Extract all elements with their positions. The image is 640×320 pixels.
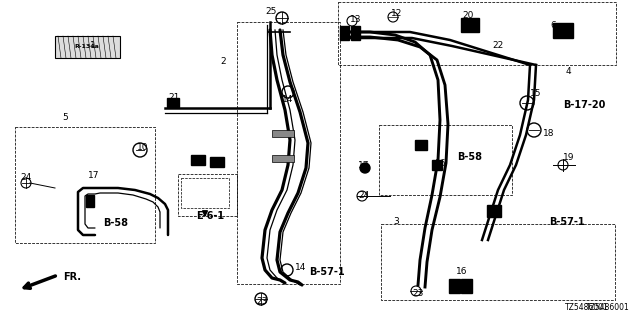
Text: 2: 2 [220,58,226,67]
Text: 11: 11 [416,140,428,149]
Text: B-58: B-58 [103,218,128,228]
Text: B-58: B-58 [457,152,482,162]
Text: 12: 12 [391,10,403,19]
Text: FR.: FR. [63,272,81,282]
Text: 3: 3 [393,217,399,226]
Text: 24: 24 [20,172,31,181]
Text: 16: 16 [435,158,447,167]
Text: B-57-1: B-57-1 [549,217,584,227]
Text: 17: 17 [88,171,99,180]
Bar [461,279,472,293]
Bar [86,195,94,207]
Text: B-17-20: B-17-20 [563,100,605,110]
Bar [272,130,294,137]
Bar [340,26,349,40]
Text: R-134a: R-134a [75,44,99,50]
Text: 1: 1 [90,41,96,50]
Text: 7: 7 [213,157,219,166]
Bar [210,157,224,167]
Text: 14: 14 [282,94,293,103]
Text: 23: 23 [256,297,268,306]
Bar [191,155,205,165]
Text: 25: 25 [265,7,276,17]
Bar [237,22,340,284]
Bar [338,2,616,65]
Text: 22: 22 [492,42,503,51]
Text: 6: 6 [550,21,556,30]
Text: 20: 20 [462,11,474,20]
Text: 4: 4 [566,68,572,76]
Text: 23: 23 [412,289,424,298]
Text: 10: 10 [137,143,148,153]
Text: 16: 16 [456,267,467,276]
Bar [449,279,460,293]
Text: 15: 15 [530,90,541,99]
Text: 9: 9 [487,204,493,213]
Text: TZ5486001: TZ5486001 [565,303,609,313]
Bar [553,23,573,38]
Bar [178,174,237,216]
Bar [487,205,501,217]
Text: B-57-1: B-57-1 [309,267,344,277]
Text: 14: 14 [295,262,307,271]
Text: 21: 21 [168,92,179,101]
Bar [432,160,442,170]
Bar [381,224,615,300]
Text: 24: 24 [358,190,369,199]
Text: 18: 18 [543,130,554,139]
Bar [351,26,360,40]
Text: E-6-1: E-6-1 [196,211,224,221]
Text: 13: 13 [350,14,362,23]
Bar [181,178,229,208]
Bar [167,98,179,107]
Text: TZ5486001: TZ5486001 [586,303,630,312]
Bar [415,140,427,150]
Bar [272,155,294,162]
Text: 8: 8 [195,157,201,166]
Bar [461,18,479,32]
Text: 17: 17 [358,162,369,171]
Bar [55,36,120,58]
Text: 5: 5 [62,114,68,123]
Circle shape [360,163,370,173]
Text: 19: 19 [563,154,575,163]
Bar [379,125,512,195]
Bar [15,127,155,243]
